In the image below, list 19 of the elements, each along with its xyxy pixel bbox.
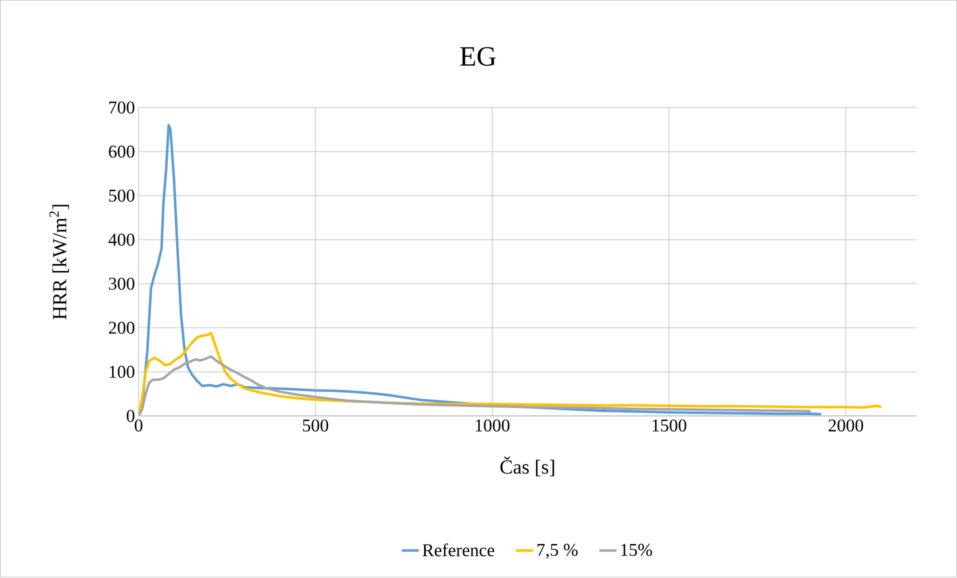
x-tick-label: 2000 [828, 420, 864, 432]
x-tick-label: 500 [302, 420, 328, 432]
legend-label: Reference [422, 544, 494, 556]
y-tick-label: 300 [108, 278, 134, 290]
x-tick-label: 1000 [476, 420, 510, 432]
y-tick-label: 600 [108, 146, 134, 158]
y-tick-label: 700 [109, 102, 134, 114]
chart-title: EG [460, 47, 496, 66]
y-axis-title: HRR [kW/m$^{2}$] [50, 205, 69, 320]
y-tick-label: 0 [126, 410, 134, 422]
y-tick-label: 200 [108, 322, 134, 334]
x-tick-label: 1500 [652, 420, 686, 432]
y-tick-label: 100 [110, 366, 134, 378]
x-axis-title: Čas [s] [500, 456, 554, 476]
legend-label: 15% [621, 544, 652, 556]
y-tick-label: 500 [109, 190, 134, 202]
y-tick-label: 400 [108, 234, 134, 246]
legend-label: 7,5 % [538, 544, 578, 559]
x-tick-label: 0 [134, 420, 142, 432]
